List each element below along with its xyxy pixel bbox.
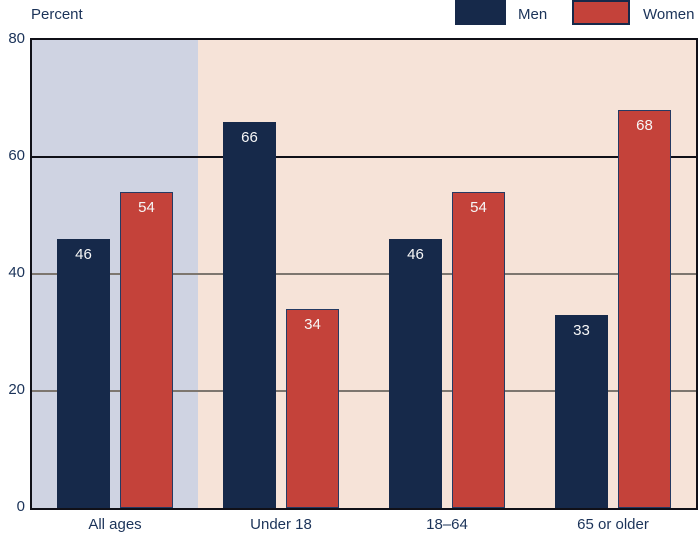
x-category-label: Under 18: [250, 516, 312, 533]
bar-value-label: 46: [407, 246, 424, 263]
y-tick-label-20: 20: [8, 381, 25, 398]
bar-value-label: 68: [636, 117, 653, 134]
y-axis-title: Percent: [31, 6, 83, 23]
x-category-label: All ages: [88, 516, 142, 533]
y-tick-label-40: 40: [8, 264, 25, 281]
bar-value-label: 66: [241, 129, 258, 146]
plot-inner: 46 54 66 34 46 54 33 68: [32, 40, 696, 508]
y-tick-label-0: 0: [16, 498, 25, 515]
x-category-label: 65 or older: [577, 516, 649, 533]
legend-swatch-men: [455, 0, 506, 25]
legend-label-men: Men: [518, 6, 548, 23]
bar-men-1: 46: [57, 239, 110, 508]
gridline-60: [32, 156, 696, 158]
y-tick-label-80: 80: [8, 30, 25, 47]
legend-swatch-women: [572, 0, 630, 25]
legend-label-women: Women: [643, 6, 695, 23]
bar-value-label: 33: [573, 322, 590, 339]
bar-women-1: 54: [120, 192, 173, 508]
bar-value-label: 46: [75, 246, 92, 263]
y-tick-label-60: 60: [8, 147, 25, 164]
bar-value-label: 34: [304, 316, 321, 333]
gridline-40: [32, 273, 696, 275]
x-category-label: 18–64: [426, 516, 468, 533]
bar-men-2: 66: [223, 122, 276, 508]
bar-value-label: 54: [138, 199, 155, 216]
bar-value-label: 54: [470, 199, 487, 216]
bar-women-4: 68: [618, 110, 671, 508]
bar-women-2: 34: [286, 309, 339, 508]
plot-area: 46 54 66 34 46 54 33 68: [30, 38, 698, 510]
bar-women-3: 54: [452, 192, 505, 508]
gridline-20: [32, 390, 696, 392]
bar-men-3: 46: [389, 239, 442, 508]
bar-men-4: 33: [555, 315, 608, 508]
